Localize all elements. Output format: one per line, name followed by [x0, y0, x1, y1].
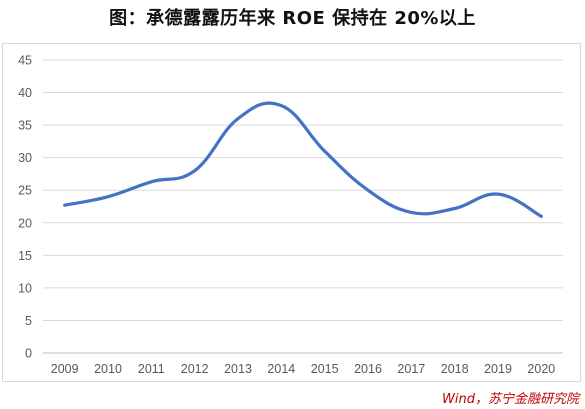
data-point — [106, 195, 109, 198]
y-tick-label: 0 — [25, 347, 32, 361]
x-tick-label: 2010 — [94, 362, 122, 376]
y-tick-label: 40 — [18, 86, 32, 100]
chart-frame — [2, 43, 581, 382]
y-tick-label: 10 — [18, 281, 32, 295]
data-point — [496, 193, 499, 196]
x-tick-label: 2014 — [267, 362, 295, 376]
x-axis-ticks: 2009 2010 2011 2012 2013 2014 2015 2016 2017 2018… — [51, 362, 556, 376]
series-line — [63, 101, 543, 218]
source-note: Wind，苏宁金融研究院 — [442, 392, 579, 407]
data-point — [540, 215, 543, 218]
y-axis-ticks: 0 5 10 15 20 25 30 35 40 45 — [18, 54, 32, 361]
data-point — [410, 211, 413, 214]
x-tick-label: 2011 — [138, 362, 165, 376]
x-tick-label: 2015 — [311, 362, 339, 376]
data-point — [236, 117, 239, 120]
chart-title: 图：承德露露历年来 ROE 保持在 20%以上 — [109, 8, 476, 29]
data-point — [63, 204, 66, 207]
data-point — [453, 207, 456, 210]
y-tick-label: 30 — [18, 151, 32, 165]
y-tick-label: 5 — [25, 314, 32, 328]
x-tick-label: 2019 — [484, 362, 512, 376]
y-tick-label: 25 — [18, 184, 32, 198]
data-point — [280, 104, 283, 107]
x-tick-label: 2017 — [397, 362, 425, 376]
series-layer — [63, 101, 543, 218]
x-tick-label: 2009 — [51, 362, 79, 376]
y-tick-label: 45 — [18, 54, 32, 68]
x-tick-label: 2018 — [441, 362, 469, 376]
y-tick-label: 20 — [18, 216, 32, 230]
data-point — [323, 150, 326, 153]
data-point — [193, 169, 196, 172]
data-point — [366, 189, 369, 192]
data-point — [150, 180, 153, 183]
y-tick-label: 35 — [18, 119, 32, 133]
y-tick-label: 15 — [18, 249, 32, 263]
gridlines — [43, 59, 563, 354]
x-tick-label: 2020 — [527, 362, 555, 376]
x-tick-label: 2016 — [354, 362, 382, 376]
x-tick-label: 2013 — [224, 362, 252, 376]
x-tick-label: 2012 — [181, 362, 209, 376]
